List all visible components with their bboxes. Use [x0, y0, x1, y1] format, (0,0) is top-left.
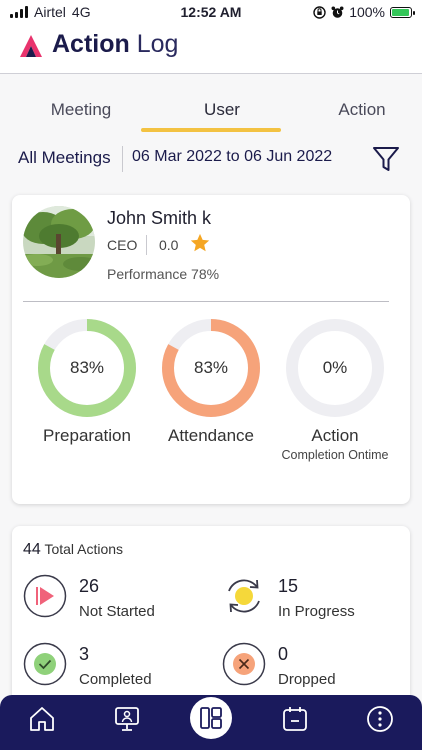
bottom-nav: [0, 695, 422, 750]
app-title: Action Log: [52, 30, 178, 59]
active-tab-indicator: [141, 128, 281, 132]
app-logo-icon: [20, 35, 42, 57]
divider: [146, 235, 147, 255]
carrier-info: Airtel 4G: [10, 4, 91, 20]
preparation-label: Preparation: [43, 426, 131, 445]
check-icon[interactable]: [23, 642, 67, 686]
orientation-lock-icon: [313, 5, 326, 19]
action-ontime-ring: [286, 319, 384, 417]
dropped-label: Dropped: [278, 671, 336, 688]
calendar-icon[interactable]: [279, 703, 311, 735]
status-icons: 100%: [313, 4, 415, 20]
completed-label: Completed: [79, 671, 152, 688]
preparation-ring: [38, 319, 136, 417]
user-card: John Smith k CEO 0.0 Performance 78% 83%…: [12, 195, 410, 504]
total-actions-label: Total Actions: [44, 541, 124, 557]
user-name: John Smith k: [107, 208, 212, 228]
actions-summary-card: 44 Total Actions 26 Not Started 15 In Pr…: [12, 526, 410, 726]
cross-icon[interactable]: [222, 642, 266, 686]
home-icon[interactable]: [26, 703, 58, 735]
meeting-presentation-icon[interactable]: [111, 703, 143, 735]
tab-bar: Meeting User Action: [0, 100, 422, 130]
not-started-label: Not Started: [79, 603, 155, 620]
user-rating: 0.0: [159, 237, 179, 253]
not-started-count: 26: [79, 576, 100, 596]
refresh-icon[interactable]: [222, 574, 266, 618]
total-actions-count: 44: [23, 541, 41, 558]
avatar-photo: [23, 206, 95, 278]
in-progress-count: 15: [278, 576, 299, 596]
clock: 12:52 AM: [180, 4, 242, 20]
more-options-icon[interactable]: [364, 703, 396, 735]
attendance-label: Attendance: [167, 426, 254, 445]
divider: [23, 301, 389, 302]
date-range[interactable]: 06 Mar 2022 to 06 Jun 2022: [132, 148, 333, 165]
dashboard-tab-active[interactable]: [190, 697, 232, 739]
meetings-filter[interactable]: All Meetings: [18, 148, 111, 167]
action-ontime-sublabel: Completion Ontime: [281, 448, 389, 462]
in-progress-label: In Progress: [278, 603, 355, 620]
carrier-name: Airtel: [34, 4, 66, 20]
alarm-icon: [331, 6, 344, 18]
tab-user[interactable]: User: [204, 100, 240, 119]
avatar[interactable]: [23, 206, 95, 278]
action-ontime-label: Action: [311, 426, 359, 445]
dashboard-icon: [200, 707, 222, 729]
completed-count: 3: [79, 644, 90, 664]
filter-icon[interactable]: [372, 144, 400, 174]
play-icon[interactable]: [23, 574, 67, 618]
main-content: Meeting User Action All Meetings 06 Mar …: [0, 74, 422, 726]
attendance-ring: [162, 319, 260, 417]
attendance-value: 83%: [193, 358, 229, 377]
tab-meeting[interactable]: Meeting: [50, 100, 112, 119]
app-header: Action Log: [0, 24, 422, 74]
dropped-count: 0: [278, 644, 289, 664]
star-icon: [190, 233, 210, 252]
user-performance: Performance 78%: [107, 266, 220, 282]
brand-name-bold: Action: [52, 30, 130, 58]
filter-row: All Meetings 06 Mar 2022 to 06 Jun 2022: [18, 146, 408, 176]
battery-icon: [390, 6, 415, 18]
battery-percent: 100%: [349, 4, 385, 20]
tab-action[interactable]: Action: [338, 100, 386, 119]
divider: [122, 146, 123, 172]
network-type: 4G: [71, 4, 91, 20]
preparation-value: 83%: [69, 358, 105, 377]
total-actions: 44 Total Actions: [23, 541, 123, 559]
action-ontime-value: 0%: [322, 358, 348, 377]
signal-icon: [10, 6, 28, 18]
brand-name-light: Log: [136, 30, 179, 58]
status-bar: Airtel 4G 12:52 AM 100%: [0, 0, 422, 24]
user-role: CEO: [107, 237, 138, 253]
